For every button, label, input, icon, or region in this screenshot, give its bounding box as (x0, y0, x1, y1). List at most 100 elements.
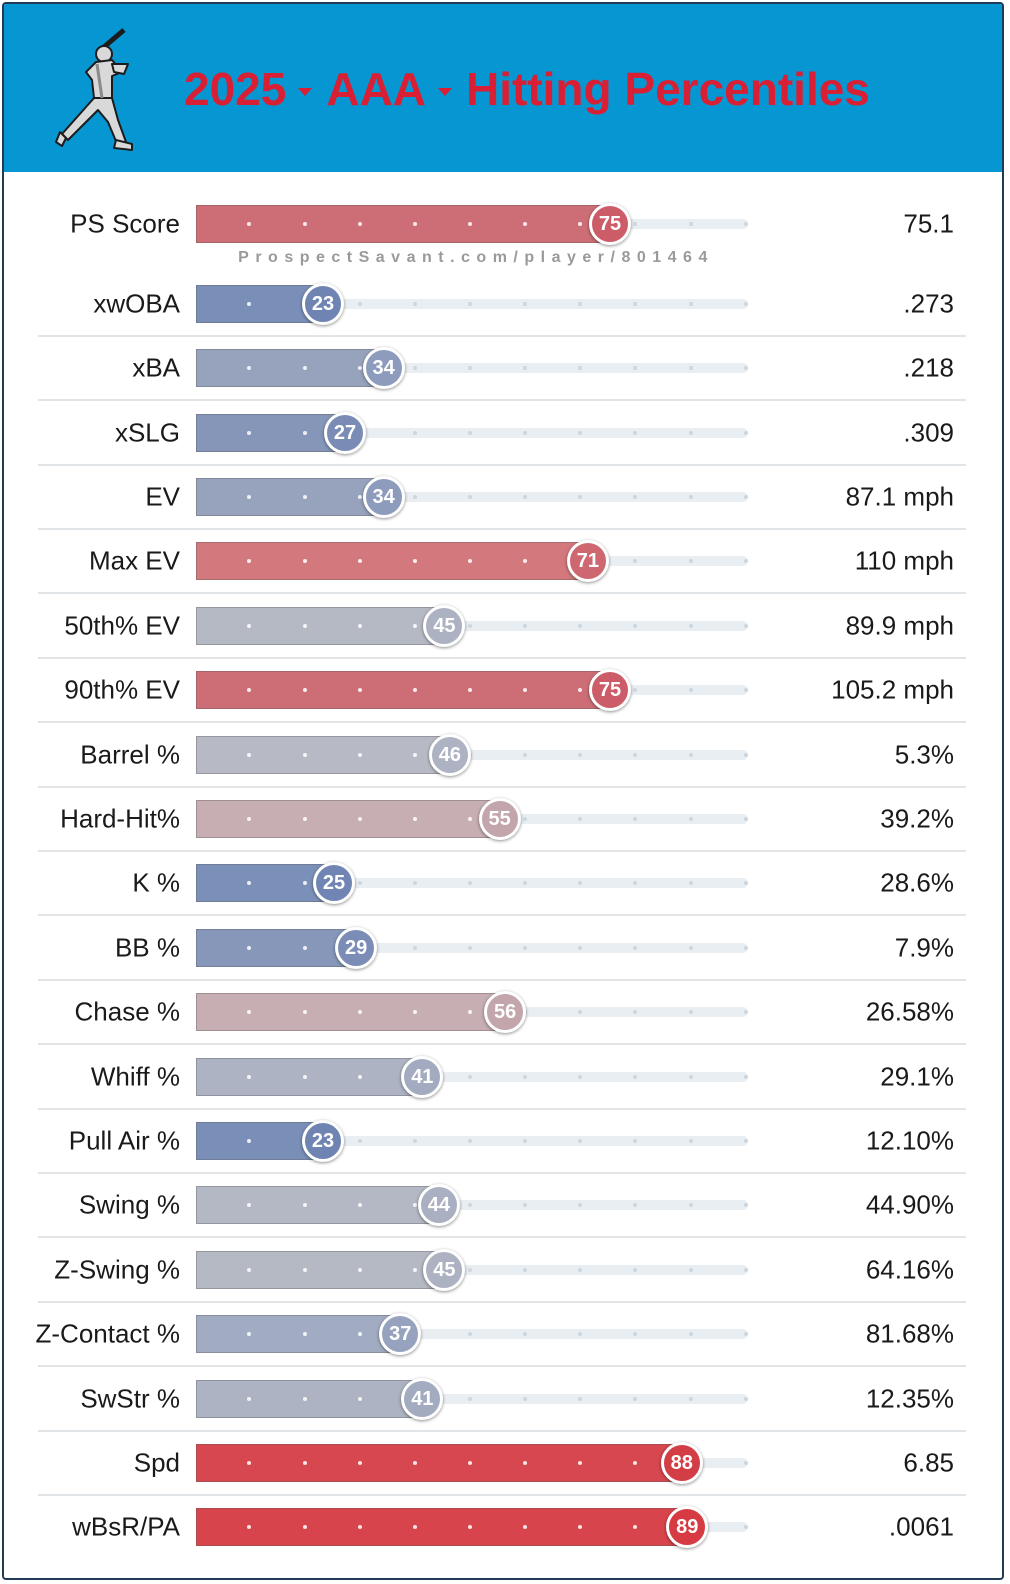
scale-dot (468, 366, 472, 370)
percentile-knob: 56 (484, 991, 527, 1033)
scale-dot (358, 1010, 362, 1014)
percentile-bar (196, 1122, 323, 1160)
scale-dot (358, 1075, 362, 1079)
percentile-knob: 29 (335, 927, 378, 969)
scale-dot (578, 881, 582, 885)
year-selector[interactable]: 2025 (184, 63, 287, 115)
scale-dot (247, 1203, 251, 1207)
scale-dot (744, 817, 748, 821)
scale-dot (413, 1010, 417, 1014)
scale-dot (247, 817, 251, 821)
stat-value: 87.1 mph (845, 481, 954, 512)
stat-value: 44.90% (865, 1189, 954, 1220)
row-divider (38, 592, 966, 594)
row-divider (38, 850, 966, 852)
scale-dot (523, 1075, 527, 1079)
scale-dot (303, 753, 307, 757)
scale-dot (247, 881, 251, 885)
scale-dot (247, 1268, 251, 1272)
percentile-knob: 75 (589, 203, 631, 245)
stat-value: .0061 (888, 1511, 954, 1542)
percentile-bar (196, 414, 346, 452)
scale-dot (744, 302, 748, 306)
percentile-knob: 46 (428, 734, 471, 776)
scale-dot (413, 366, 417, 370)
stat-label: Chase % (74, 996, 181, 1027)
percentile-track (196, 299, 748, 309)
scale-dot (358, 753, 362, 757)
percentile-knob: 41 (401, 1378, 444, 1420)
level-dropdown-icon[interactable] (438, 88, 453, 96)
scale-dot (358, 302, 362, 306)
scale-dot (247, 1397, 251, 1401)
scale-dot (744, 1397, 748, 1401)
scale-dot (468, 495, 472, 499)
percentile-knob: 41 (401, 1056, 444, 1098)
scale-dot (744, 1203, 748, 1207)
scale-dot (689, 559, 693, 563)
percentile-bar (196, 1251, 445, 1289)
scale-dot (633, 1203, 637, 1207)
scale-dot (523, 495, 527, 499)
scale-dot (358, 559, 362, 563)
scale-dot (523, 1332, 527, 1336)
percentile-bar (196, 1315, 401, 1353)
scale-dot (413, 624, 417, 628)
stat-label: Max EV (88, 545, 180, 576)
scale-dot (303, 559, 307, 563)
percentile-knob: 89 (666, 1506, 709, 1548)
scale-dot (358, 366, 362, 370)
scale-dot (744, 366, 748, 370)
scale-dot (413, 817, 417, 821)
stat-label: 90th% EV (64, 674, 180, 705)
scale-dot (578, 302, 582, 306)
scale-dot (523, 222, 527, 226)
scale-dot (633, 1461, 637, 1465)
row-divider (38, 786, 966, 788)
scale-dot (689, 817, 693, 821)
percentile-bar (196, 1508, 688, 1546)
scale-dot (468, 1010, 472, 1014)
percentile-row: xBA 34 .218 (4, 336, 1002, 401)
stat-label: xSLG (114, 417, 180, 448)
scale-dot (744, 1525, 748, 1529)
scale-dot (689, 688, 693, 692)
percentile-track (196, 363, 748, 373)
scale-dot (578, 1332, 582, 1336)
scale-dot (633, 1010, 637, 1014)
scale-dot (689, 1332, 693, 1336)
year-dropdown-icon[interactable] (298, 88, 313, 96)
percentile-knob: 37 (379, 1313, 422, 1355)
scale-dot (744, 1010, 748, 1014)
stat-value: 105.2 mph (831, 674, 954, 705)
scale-dot (413, 1268, 417, 1272)
scale-dot (413, 946, 417, 950)
scale-dot (578, 1268, 582, 1272)
scale-dot (744, 431, 748, 435)
scale-dot (358, 624, 362, 628)
percentile-row: xwOBA 23 .273 (4, 272, 1002, 337)
percentile-row: Swing % 44 44.90% (4, 1173, 1002, 1238)
stat-label: Z-Contact % (35, 1318, 181, 1349)
percentile-bar (196, 542, 588, 580)
percentile-knob: 45 (423, 1249, 466, 1291)
page-title: 2025 AAA Hitting Percentiles (184, 62, 870, 116)
percentile-row: 50th% EV 45 89.9 mph (4, 594, 1002, 659)
stat-label: Z-Swing % (54, 1254, 180, 1285)
scale-dot (633, 302, 637, 306)
scale-dot (689, 431, 693, 435)
scale-dot (303, 817, 307, 821)
scale-dot (303, 222, 307, 226)
row-divider (38, 1043, 966, 1045)
scale-dot (468, 1397, 472, 1401)
percentile-row: Spd 88 6.85 (4, 1431, 1002, 1496)
percentile-bar (196, 864, 334, 902)
scale-dot (247, 431, 251, 435)
scale-dot (633, 1332, 637, 1336)
header-banner: 2025 AAA Hitting Percentiles (4, 4, 1002, 172)
scale-dot (413, 222, 417, 226)
scale-dot (523, 431, 527, 435)
scale-dot (468, 688, 472, 692)
level-selector[interactable]: AAA (326, 63, 427, 115)
scale-dot (744, 624, 748, 628)
